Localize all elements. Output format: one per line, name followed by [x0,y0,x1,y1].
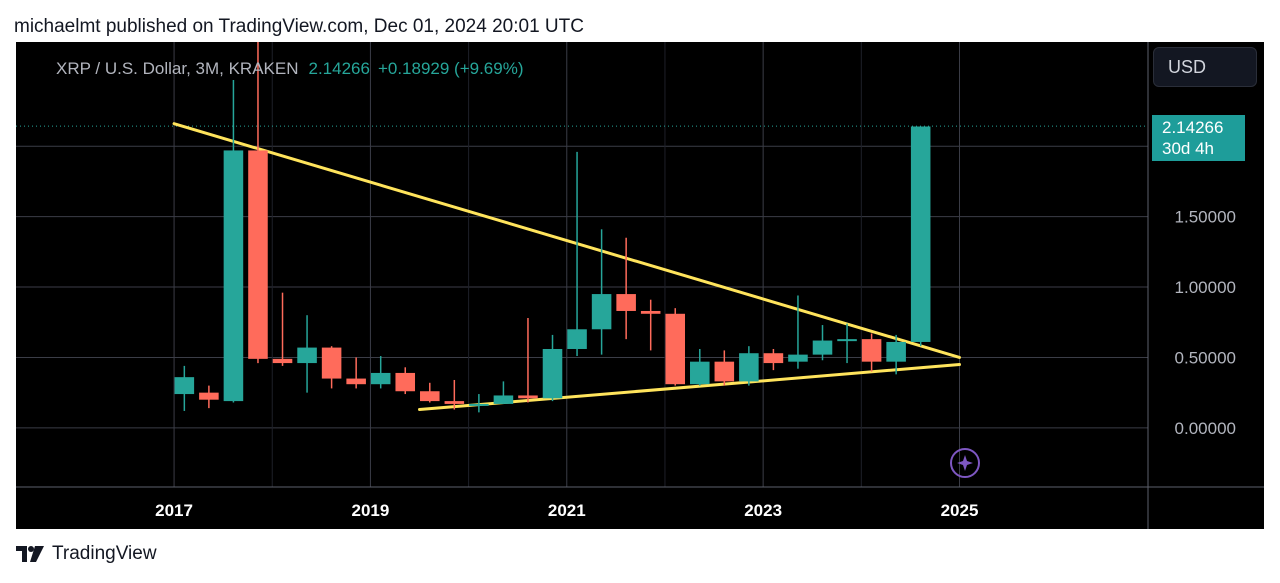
candlestick-chart[interactable]: 0.00000 0.50000 1.00000 1.50000 2017 2019 2021… [16,42,1264,529]
candle-body [370,372,391,385]
x-tick-label: 2021 [548,501,586,520]
sparkle-icon[interactable] [950,448,980,478]
candle-body [493,395,514,404]
candle-body [910,126,931,342]
candle-body [837,339,857,342]
candle-body [886,341,906,362]
candle-body [616,294,636,311]
tradingview-brand: TradingView [52,543,157,564]
candle-body [567,329,587,349]
candle-body [861,339,882,362]
candle-body [174,377,195,395]
candle-body [542,348,563,399]
x-tick-label: 2017 [155,501,193,520]
candle-body [591,294,612,330]
candle-body [420,391,440,402]
candle-body [812,340,833,355]
legend-last-price: 2.14266 [308,59,370,78]
y-tick-label: 0.00000 [1175,419,1236,438]
candle-body [223,150,244,402]
candle-body [788,354,808,362]
candle-body [248,150,268,359]
candle-body [444,401,465,404]
symbol-name: XRP / U.S. Dollar, 3M, KRAKEN [56,59,299,78]
x-tick-label: 2019 [352,501,390,520]
x-tick-label: 2025 [941,501,979,520]
candle-body [321,347,342,379]
price-tag-value: 2.14266 [1162,118,1224,137]
x-tick-label: 2023 [744,501,782,520]
legend-change: +0.18929 (+9.69%) [377,59,524,78]
candle-body [518,395,538,399]
y-tick-label: 1.00000 [1175,278,1236,297]
candle-body [763,353,784,364]
last-price-tag: 2.14266 30d 4h [1152,115,1245,161]
sparkle-icon-glyph [957,455,973,471]
price-tag-countdown: 30d 4h [1162,139,1214,158]
tradingview-logo[interactable]: TradingView [16,543,157,565]
chart-panel[interactable]: 0.00000 0.50000 1.00000 1.50000 2017 2019 2021… [16,42,1264,529]
candle-body [272,358,293,364]
candle-body [665,313,686,385]
publication-header: michaelmt published on TradingView.com, … [14,16,584,37]
candle-body [714,361,735,382]
candle-body [346,378,366,385]
currency-button[interactable]: USD [1153,47,1257,87]
symbol-legend: XRP / U.S. Dollar, 3M, KRAKEN 2.14266 +0.1… [56,59,524,79]
candle-body [690,361,710,385]
candle-body [199,392,219,400]
candle-body [739,353,759,382]
y-tick-label: 0.50000 [1175,348,1236,367]
tradingview-logo-icon [16,546,44,562]
trendline-upper [172,122,961,359]
candle-body [640,310,661,314]
candle-body [469,403,489,406]
candle-body [395,372,416,392]
y-tick-label: 1.50000 [1175,208,1236,227]
candle-body [297,347,317,364]
